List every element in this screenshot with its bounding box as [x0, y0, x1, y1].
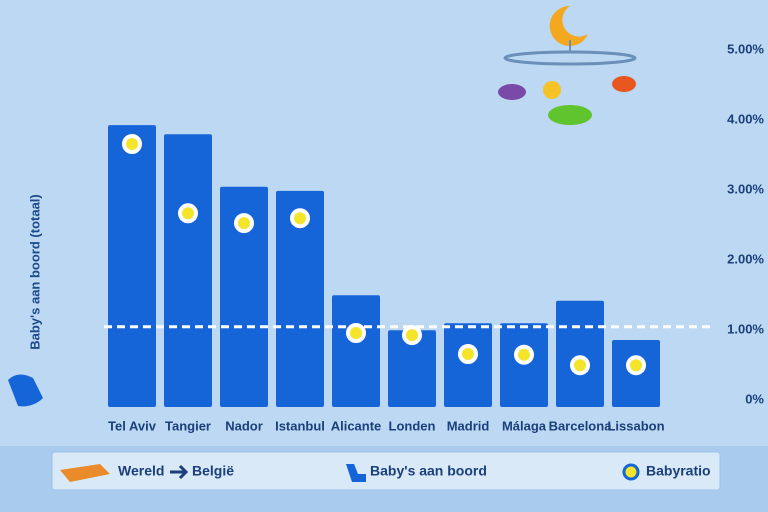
- bar: [164, 134, 212, 407]
- ratio-dot: [458, 344, 478, 364]
- legend-bar-icon: [346, 464, 366, 482]
- bar: [220, 186, 268, 407]
- x-tick-label: Tangier: [165, 418, 211, 433]
- x-tick-label: Tel Aviv: [108, 418, 157, 433]
- bar: [108, 125, 156, 407]
- legend-dot-icon: [622, 463, 640, 481]
- y-tick-label: 5.00%: [727, 41, 764, 56]
- ratio-dot: [570, 355, 590, 376]
- y-tick-label: 1.00%: [727, 321, 764, 336]
- x-tick-label: Nador: [225, 418, 263, 433]
- seat-icon: [8, 374, 43, 407]
- x-tick-label: Lissabon: [607, 418, 664, 433]
- ratio-dot: [178, 203, 198, 224]
- legend-label: Babyratio: [646, 463, 711, 479]
- bar: [276, 190, 324, 407]
- bar: [332, 295, 380, 407]
- legend-from: Wereld: [118, 463, 164, 479]
- y-tick-label: 0%: [745, 391, 764, 406]
- y-tick-label: 2.00%: [727, 251, 764, 266]
- bar: [500, 323, 548, 407]
- ratio-dot: [290, 208, 310, 229]
- mobile-decoration: [498, 5, 637, 125]
- y-tick-label: 4.00%: [727, 111, 764, 126]
- x-tick-label: Málaga: [502, 418, 547, 433]
- x-tick-label: Madrid: [447, 418, 490, 433]
- ratio-dot: [514, 344, 534, 365]
- ratio-dot: [626, 355, 646, 376]
- x-tick-label: Londen: [389, 418, 436, 433]
- plane-icon: [170, 464, 189, 480]
- ratio-dot: [402, 325, 422, 346]
- bar: [556, 300, 604, 407]
- horse-icon: [60, 464, 110, 482]
- bar: [388, 330, 436, 407]
- y-axis-label: Baby's aan boord (totaal): [27, 194, 42, 350]
- x-tick-label: Barcelona: [549, 418, 613, 433]
- legend-to: België: [192, 463, 234, 479]
- ratio-dot: [234, 213, 254, 234]
- x-tick-label: Istanbul: [275, 418, 325, 433]
- y-tick-label: 3.00%: [727, 181, 764, 196]
- legend-label: Baby's aan boord: [370, 463, 487, 479]
- x-tick-label: Alicante: [331, 418, 382, 433]
- legend-box: [51, 451, 721, 491]
- bar: [444, 323, 492, 407]
- ratio-dot: [346, 323, 366, 343]
- ratio-dot: [122, 134, 142, 154]
